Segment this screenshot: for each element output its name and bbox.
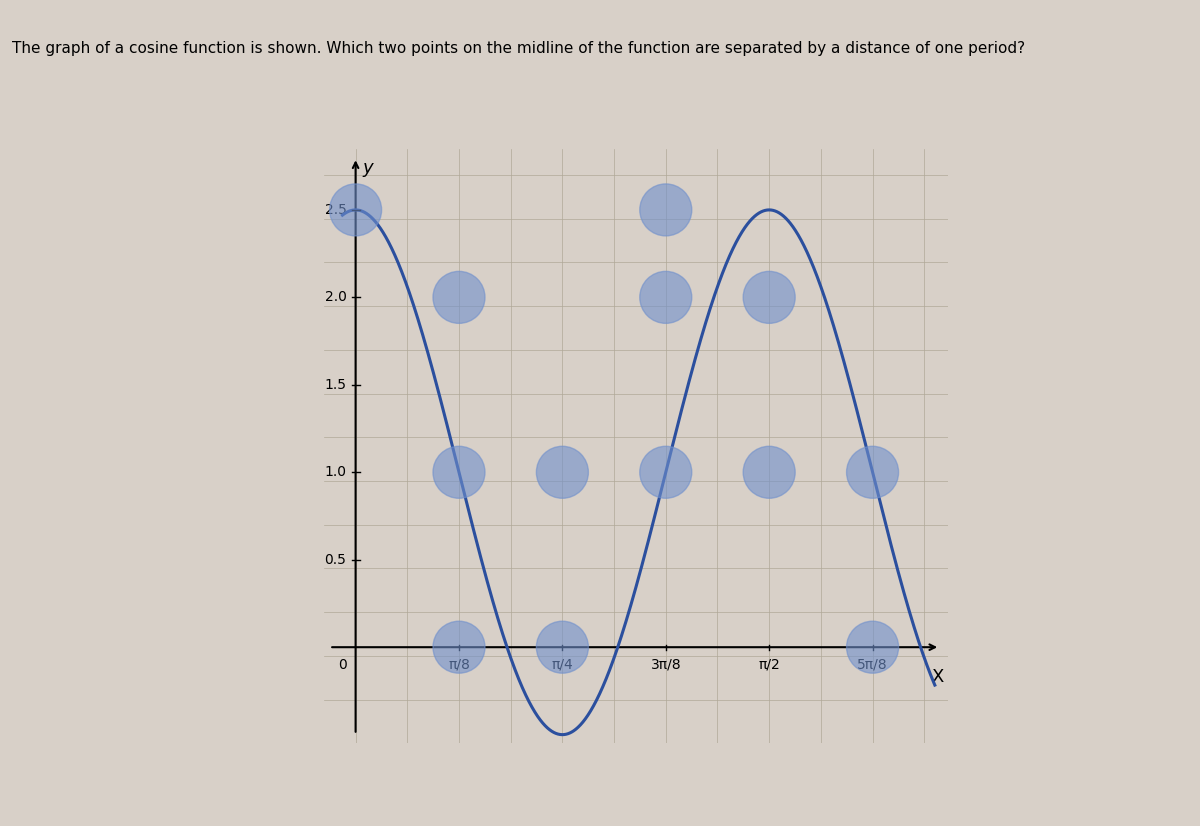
- Ellipse shape: [433, 446, 485, 498]
- Ellipse shape: [330, 184, 382, 236]
- Ellipse shape: [640, 272, 691, 323]
- Text: 0: 0: [337, 657, 347, 672]
- Text: 3π/8: 3π/8: [650, 657, 682, 672]
- Text: 2.5: 2.5: [324, 203, 347, 217]
- Ellipse shape: [743, 272, 796, 323]
- Ellipse shape: [640, 184, 691, 236]
- Ellipse shape: [433, 621, 485, 673]
- Text: y: y: [362, 159, 373, 177]
- Text: X: X: [931, 668, 943, 686]
- Ellipse shape: [846, 446, 899, 498]
- Ellipse shape: [846, 621, 899, 673]
- Ellipse shape: [433, 272, 485, 323]
- Ellipse shape: [536, 446, 588, 498]
- Ellipse shape: [743, 446, 796, 498]
- Text: 2.0: 2.0: [324, 291, 347, 304]
- Text: 5π/8: 5π/8: [857, 657, 888, 672]
- Text: π/4: π/4: [552, 657, 574, 672]
- Ellipse shape: [536, 621, 588, 673]
- Text: The graph of a cosine function is shown. Which two points on the midline of the : The graph of a cosine function is shown.…: [12, 41, 1025, 56]
- Ellipse shape: [640, 446, 691, 498]
- Text: π/2: π/2: [758, 657, 780, 672]
- Text: 0.5: 0.5: [324, 553, 347, 567]
- Text: 1.5: 1.5: [324, 377, 347, 392]
- Text: π/8: π/8: [448, 657, 470, 672]
- Text: 1.0: 1.0: [324, 465, 347, 479]
